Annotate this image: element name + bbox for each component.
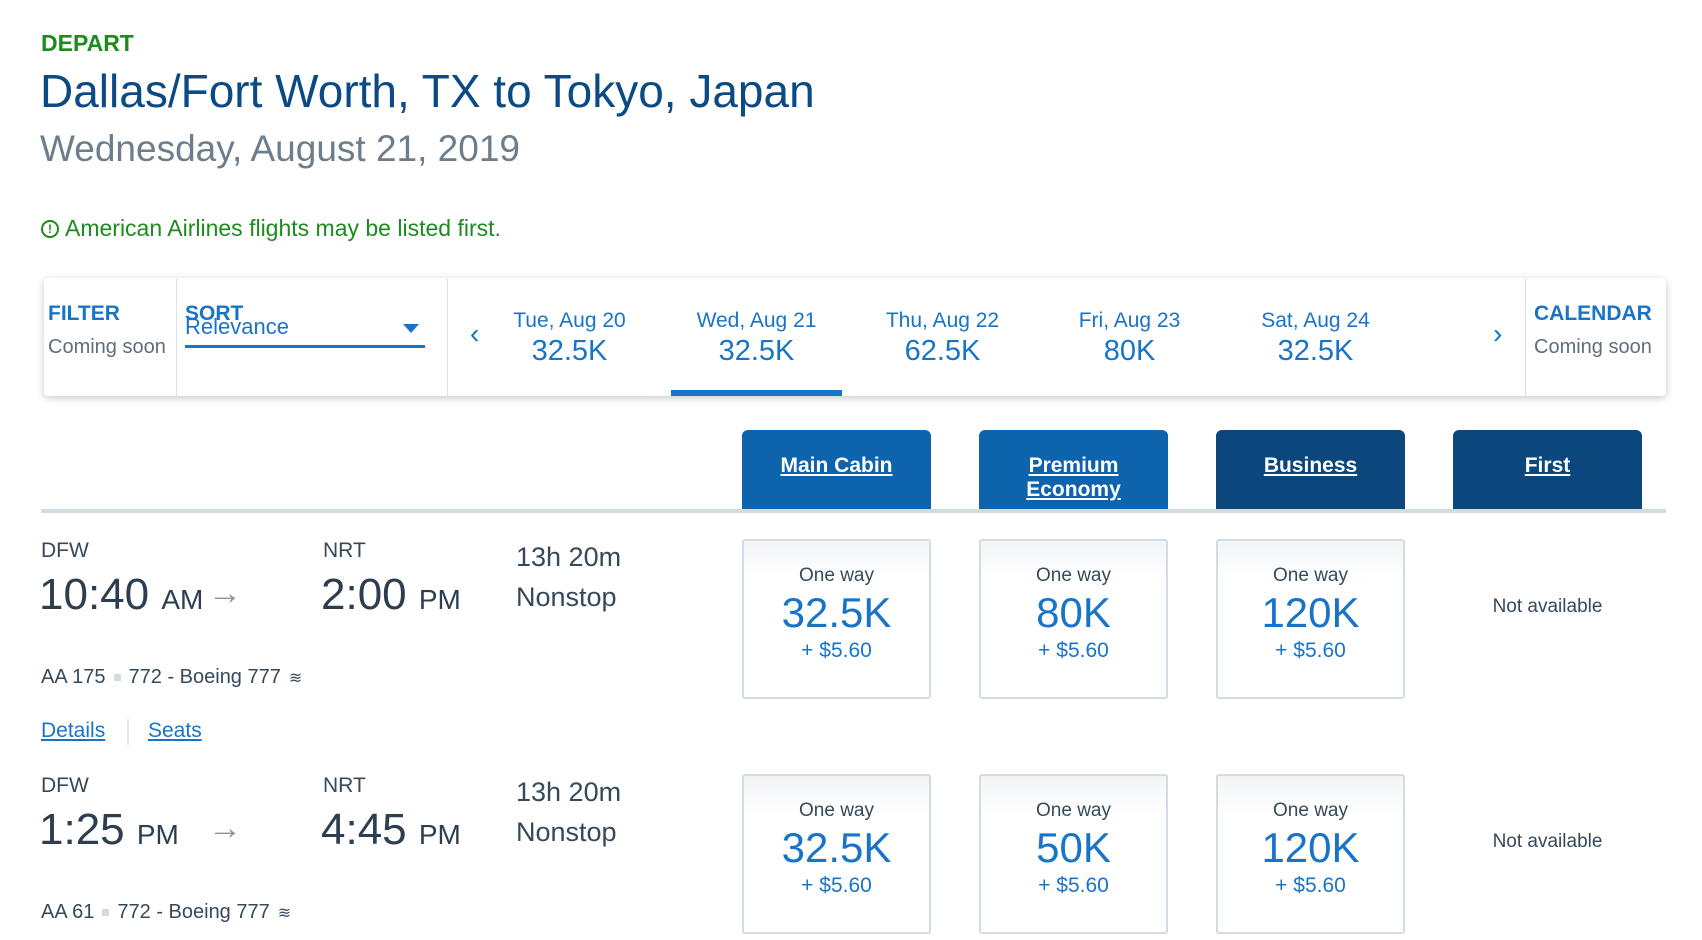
- date-option[interactable]: Fri, Aug 23 80K: [1036, 278, 1223, 396]
- date-price: 32.5K: [531, 335, 608, 367]
- depart-label: DEPART: [41, 30, 134, 56]
- tab-main-cabin[interactable]: Main Cabin: [742, 430, 931, 511]
- divider: [447, 278, 448, 396]
- calendar-status: Coming soon: [1534, 336, 1652, 358]
- fare-points: 80K: [1036, 589, 1111, 636]
- date-price: 80K: [1103, 335, 1156, 367]
- fare-points: 120K: [1261, 589, 1360, 636]
- chevron-right-icon[interactable]: ›: [1493, 318, 1503, 349]
- fare-option[interactable]: One way 50K + $5.60: [979, 774, 1168, 934]
- date-option[interactable]: Thu, Aug 22 62.5K: [849, 278, 1036, 396]
- fare-points: 32.5K: [781, 824, 892, 871]
- fare-type: One way: [799, 565, 874, 586]
- fare-option[interactable]: One way 80K + $5.60: [979, 539, 1168, 699]
- date-price: 32.5K: [718, 335, 795, 367]
- date-option[interactable]: Tue, Aug 20 32.5K: [476, 278, 663, 396]
- fare-tax: + $5.60: [1275, 874, 1346, 897]
- sort-label: SORT: [185, 302, 244, 325]
- fare-tax: + $5.60: [801, 874, 872, 897]
- fare-option[interactable]: One way 120K + $5.60: [1216, 539, 1405, 699]
- fare-type: One way: [799, 800, 874, 821]
- cabin-divider: [41, 509, 1666, 513]
- tab-first[interactable]: First: [1453, 430, 1642, 511]
- stops: Nonstop: [516, 817, 617, 847]
- stops: Nonstop: [516, 582, 617, 612]
- page-title: Dallas/Fort Worth, TX to Tokyo, Japan: [40, 65, 815, 117]
- exclamation-circle-icon: !: [41, 219, 59, 238]
- fare-tax: + $5.60: [801, 639, 872, 662]
- destination-code: NRT: [323, 774, 366, 797]
- wifi-icon: ≋: [288, 669, 303, 687]
- arrival-time: 4:45 PM: [321, 805, 461, 854]
- fare-type: One way: [1273, 800, 1348, 821]
- travel-date: Wednesday, August 21, 2019: [40, 128, 520, 169]
- fare-type: One way: [1273, 565, 1348, 586]
- fare-points: 50K: [1036, 824, 1111, 871]
- fare-option[interactable]: One way 32.5K + $5.60: [742, 539, 931, 699]
- flight-info: AA 61 772 - Boeing 777 ≋: [41, 901, 292, 923]
- sort-select[interactable]: Relevance: [185, 310, 425, 348]
- fare-tax: + $5.60: [1038, 874, 1109, 897]
- fare-tax: + $5.60: [1275, 639, 1346, 662]
- date-option[interactable]: Sat, Aug 24 32.5K: [1222, 278, 1409, 396]
- departure-time: 10:40 AM: [39, 570, 204, 619]
- arrival-time: 2:00 PM: [321, 570, 461, 619]
- tab-premium-economy[interactable]: Premium Economy: [979, 430, 1168, 511]
- departure-time: 1:25 PM: [39, 805, 179, 854]
- fare-option[interactable]: One way 120K + $5.60: [1216, 774, 1405, 934]
- arrow-right-icon: →: [208, 574, 242, 612]
- destination-code: NRT: [323, 539, 366, 562]
- first-not-available: Not available: [1492, 831, 1603, 852]
- tab-business[interactable]: Business: [1216, 430, 1405, 511]
- date-day: Sat, Aug 24: [1261, 309, 1370, 332]
- divider: [176, 278, 177, 396]
- chevron-left-icon[interactable]: ‹: [470, 318, 480, 349]
- date-price: 62.5K: [904, 335, 981, 367]
- fare-type: One way: [1036, 800, 1111, 821]
- date-day: Thu, Aug 22: [885, 309, 1000, 332]
- divider: [127, 719, 129, 745]
- calendar-label[interactable]: CALENDAR: [1534, 302, 1652, 325]
- search-toolbar: FILTER Coming soon SORT Relevance ‹ Tue,…: [44, 278, 1666, 396]
- seats-link[interactable]: Seats: [148, 719, 202, 742]
- notice-text: American Airlines flights may be listed …: [65, 215, 501, 241]
- arrow-right-icon: →: [208, 809, 242, 847]
- caret-down-icon: [403, 324, 419, 333]
- fare-option[interactable]: One way 32.5K + $5.60: [742, 774, 931, 934]
- origin-code: DFW: [41, 774, 89, 797]
- duration: 13h 20m Nonstop: [516, 537, 621, 617]
- origin-code: DFW: [41, 539, 89, 562]
- sort-value: Relevance: [185, 314, 289, 339]
- fare-points: 120K: [1261, 824, 1360, 871]
- fare-type: One way: [1036, 565, 1111, 586]
- notice: ! American Airlines flights may be listed…: [41, 215, 501, 242]
- date-day: Fri, Aug 23: [1078, 309, 1181, 332]
- details-link[interactable]: Details: [41, 719, 106, 742]
- date-day: Wed, Aug 21: [696, 309, 817, 332]
- first-not-available: Not available: [1492, 596, 1603, 617]
- duration: 13h 20m Nonstop: [516, 772, 621, 852]
- fare-tax: + $5.60: [1038, 639, 1109, 662]
- flight-info: AA 175 772 - Boeing 777 ≋: [41, 666, 303, 688]
- filter-label[interactable]: FILTER: [48, 302, 120, 325]
- date-price: 32.5K: [1277, 335, 1354, 367]
- divider: [1525, 278, 1526, 396]
- date-option[interactable]: Wed, Aug 21 32.5K: [663, 278, 850, 396]
- wifi-icon: ≋: [277, 904, 292, 922]
- filter-status: Coming soon: [48, 336, 166, 358]
- fare-points: 32.5K: [781, 589, 892, 636]
- date-day: Tue, Aug 20: [513, 309, 626, 332]
